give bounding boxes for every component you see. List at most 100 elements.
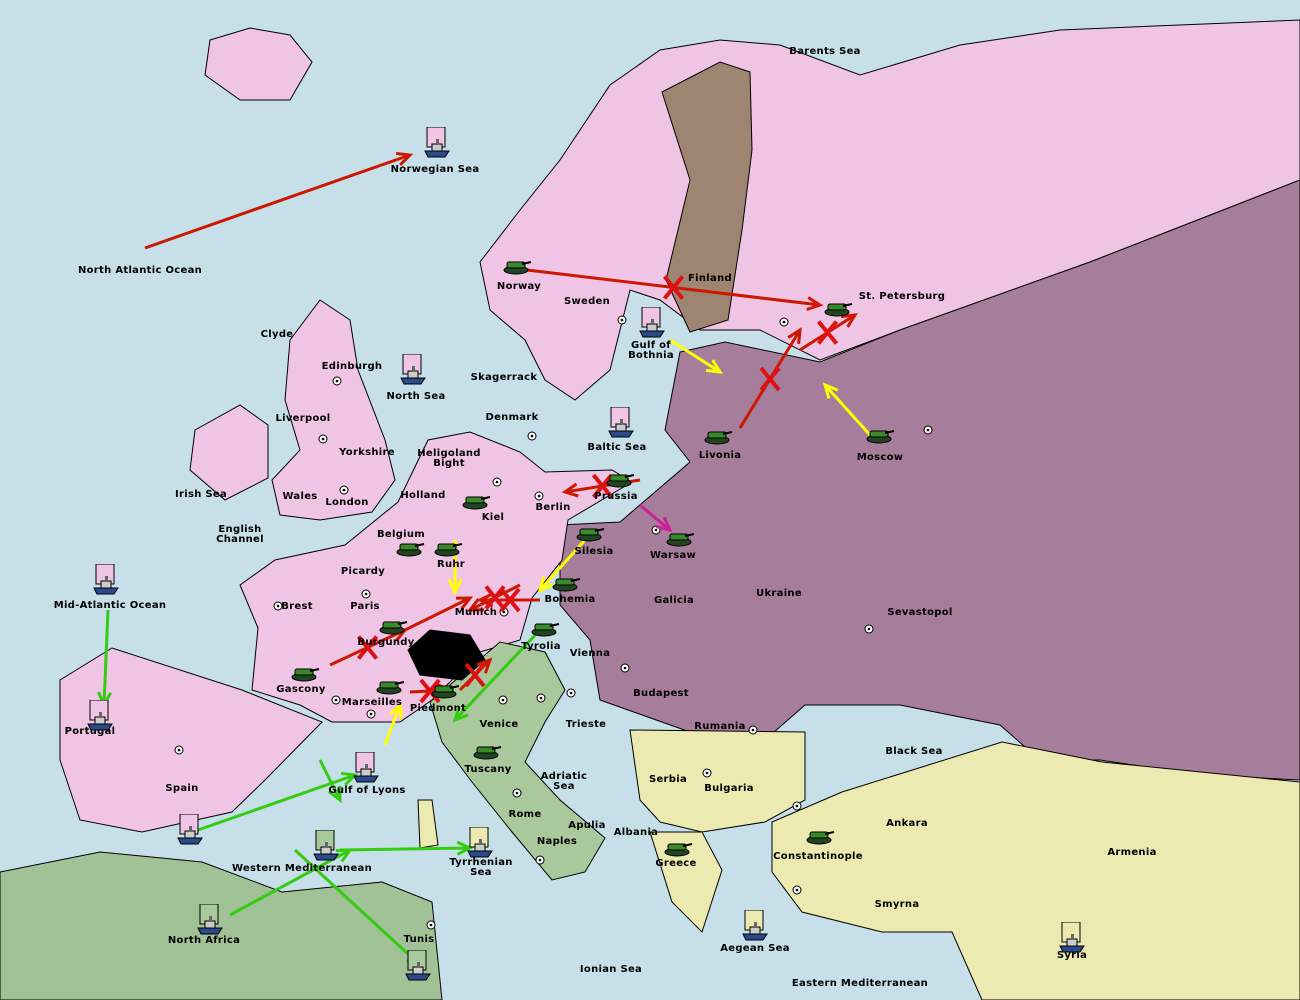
army-unit[interactable] xyxy=(461,492,491,514)
province-label[interactable]: Serbia xyxy=(648,774,688,785)
province-label[interactable]: London xyxy=(325,497,369,508)
province-label[interactable]: Clyde xyxy=(260,329,294,340)
province-label[interactable]: North Africa xyxy=(167,935,241,946)
province-label[interactable]: Galicia xyxy=(653,595,695,606)
province-label[interactable]: North Sea xyxy=(386,391,446,402)
province-label[interactable]: Irish Sea xyxy=(174,489,228,500)
province-label[interactable]: North Atlantic Ocean xyxy=(77,265,203,276)
province-label[interactable]: Vienna xyxy=(569,648,611,659)
province-label[interactable]: Livonia xyxy=(698,450,742,461)
province-label[interactable]: Gulf of Bothnia xyxy=(628,340,674,361)
province-label[interactable]: Albania xyxy=(613,827,659,838)
province-label[interactable]: Rumania xyxy=(694,721,746,732)
province-label[interactable]: Naples xyxy=(536,836,578,847)
province-label[interactable]: Spain xyxy=(165,783,199,794)
province-label[interactable]: Aegean Sea xyxy=(720,943,790,954)
province-label[interactable]: Tyrrhenian Sea xyxy=(449,857,513,878)
province-label[interactable]: Sweden xyxy=(563,296,611,307)
army-unit[interactable] xyxy=(472,742,502,764)
province-label[interactable]: Liverpool xyxy=(275,413,331,424)
province-label[interactable]: Skagerrack xyxy=(470,372,538,383)
army-unit[interactable] xyxy=(605,470,635,492)
province-label[interactable]: Warsaw xyxy=(649,550,697,561)
army-unit[interactable] xyxy=(502,257,532,279)
province-label[interactable]: Heligoland Bight xyxy=(417,448,481,469)
province-label[interactable]: Norway xyxy=(496,281,542,292)
province-label[interactable]: Moscow xyxy=(856,452,904,463)
province-label[interactable]: Piedmont xyxy=(409,703,467,714)
province-label[interactable]: Berlin xyxy=(535,502,571,513)
province-label[interactable]: Syria xyxy=(1056,950,1088,961)
army-unit[interactable] xyxy=(395,539,425,561)
fleet-unit[interactable] xyxy=(313,829,339,866)
province-label[interactable]: Apulia xyxy=(568,820,606,831)
army-unit[interactable] xyxy=(290,664,320,686)
province-label[interactable]: Adriatic Sea xyxy=(540,771,588,792)
army-unit[interactable] xyxy=(805,827,835,849)
province-label[interactable]: Brest xyxy=(281,601,313,612)
province-label[interactable]: Norwegian Sea xyxy=(390,164,480,175)
province-label[interactable]: Yorkshire xyxy=(339,447,395,458)
fleet-unit[interactable] xyxy=(639,306,665,343)
army-unit[interactable] xyxy=(823,299,853,321)
province-label[interactable]: Belgium xyxy=(376,529,426,540)
province-label[interactable]: Kiel xyxy=(481,512,505,523)
province-label[interactable]: Sevastopol xyxy=(887,607,953,618)
province-label[interactable]: Barents Sea xyxy=(789,46,861,57)
province-label[interactable]: Ukraine xyxy=(756,588,802,599)
province-label[interactable]: Holland xyxy=(400,490,446,501)
province-label[interactable]: Baltic Sea xyxy=(587,442,647,453)
province-label[interactable]: Black Sea xyxy=(885,746,943,757)
province-label[interactable]: Constantinople xyxy=(773,851,863,862)
army-unit[interactable] xyxy=(433,539,463,561)
fleet-unit[interactable] xyxy=(467,826,493,863)
province-label[interactable]: Western Mediterranean xyxy=(231,863,373,874)
province-label[interactable]: Edinburgh xyxy=(321,361,383,372)
province-label[interactable]: English Channel xyxy=(216,524,264,545)
province-label[interactable]: Munich xyxy=(454,607,498,618)
fleet-unit[interactable] xyxy=(405,949,431,986)
province-label[interactable]: Bohemia xyxy=(544,594,596,605)
province-label[interactable]: Burgundy xyxy=(357,637,415,648)
province-label[interactable]: Gascony xyxy=(276,684,326,695)
fleet-unit[interactable] xyxy=(177,813,203,850)
fleet-unit[interactable] xyxy=(400,353,426,390)
province-label[interactable]: Greece xyxy=(655,858,697,869)
province-label[interactable]: Mid-Atlantic Ocean xyxy=(53,600,167,611)
province-label[interactable]: Ionian Sea xyxy=(579,964,643,975)
province-label[interactable]: Smyrna xyxy=(874,899,920,910)
army-unit[interactable] xyxy=(375,677,405,699)
province-label[interactable]: Ankara xyxy=(886,818,928,829)
army-unit[interactable] xyxy=(865,426,895,448)
province-label[interactable]: Bulgaria xyxy=(704,783,754,794)
province-label[interactable]: Ruhr xyxy=(436,559,466,570)
fleet-unit[interactable] xyxy=(353,751,379,788)
province-label[interactable]: Trieste xyxy=(565,719,607,730)
province-label[interactable]: Rome xyxy=(508,809,542,820)
army-unit[interactable] xyxy=(663,839,693,861)
army-unit[interactable] xyxy=(703,427,733,449)
province-label[interactable]: Marseilles xyxy=(341,697,403,708)
fleet-unit[interactable] xyxy=(424,126,450,163)
fleet-unit[interactable] xyxy=(742,909,768,946)
province-label[interactable]: Portugal xyxy=(64,726,116,737)
province-label[interactable]: Tunis xyxy=(403,934,435,945)
province-label[interactable]: Denmark xyxy=(485,412,539,423)
army-unit[interactable] xyxy=(530,619,560,641)
army-unit[interactable] xyxy=(575,524,605,546)
fleet-unit[interactable] xyxy=(197,903,223,940)
province-label[interactable]: Armenia xyxy=(1107,847,1157,858)
province-label[interactable]: Wales xyxy=(282,491,318,502)
fleet-unit[interactable] xyxy=(87,699,113,736)
province-label[interactable]: Silesia xyxy=(574,546,614,557)
province-label[interactable]: Tuscany xyxy=(464,764,512,775)
army-unit[interactable] xyxy=(551,574,581,596)
province-label[interactable]: Picardy xyxy=(340,566,386,577)
army-unit[interactable] xyxy=(378,617,408,639)
fleet-unit[interactable] xyxy=(608,406,634,443)
province-label[interactable]: St. Petersburg xyxy=(858,291,946,302)
province-label[interactable]: Budapest xyxy=(633,688,689,699)
province-label[interactable]: Paris xyxy=(350,601,380,612)
fleet-unit[interactable] xyxy=(93,563,119,600)
province-label[interactable]: Gulf of Lyons xyxy=(328,785,406,796)
